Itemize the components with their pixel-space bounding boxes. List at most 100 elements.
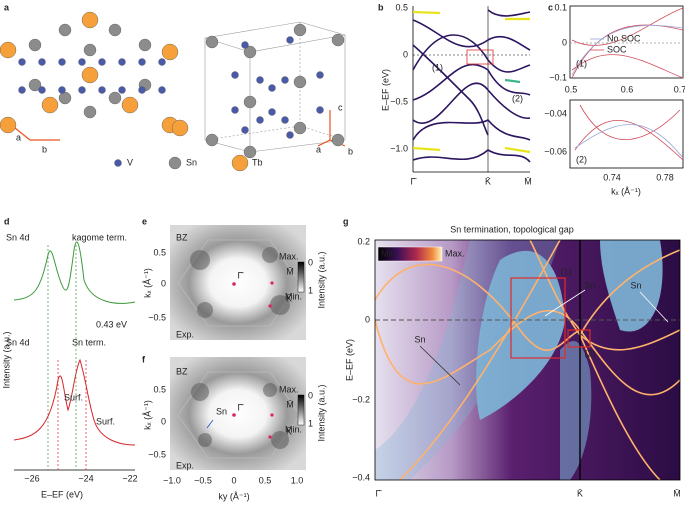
atom (268, 108, 276, 116)
x-ticks: −24 (78, 473, 93, 483)
tags: (1) (561, 266, 572, 276)
atom (138, 38, 152, 52)
y-ticks: 0.5 (395, 2, 408, 12)
upper-note: kagome term. (72, 232, 127, 242)
atom (281, 76, 289, 84)
atom (231, 71, 239, 79)
atom (171, 119, 189, 137)
top-x-ticks: 0.6 (621, 84, 634, 94)
label: d (4, 216, 10, 226)
atom (316, 71, 324, 79)
x-label: kₓ (Å⁻¹) (611, 186, 641, 196)
label: f (142, 354, 146, 364)
tags: (2) (512, 93, 523, 103)
x-ticks: −0.5 (194, 475, 212, 485)
x-ticks: −22 (122, 473, 137, 483)
atom (231, 106, 239, 114)
colorbar: Max. (445, 248, 465, 258)
colorbar: Max. (279, 384, 299, 394)
atom (114, 159, 122, 167)
atom (158, 86, 166, 94)
colorbar: Min. (285, 291, 302, 301)
points: Γ̄ (238, 270, 245, 280)
title: Sn termination, topological gap (450, 224, 574, 234)
atom (18, 58, 26, 66)
atom (78, 58, 86, 66)
tags: (1) (432, 62, 443, 72)
label: c (548, 2, 553, 12)
bottom-x-ticks: 0.74 (603, 172, 621, 182)
atom (98, 86, 106, 94)
atom (28, 38, 42, 52)
bottom-y-ticks: −0.06 (544, 146, 567, 156)
legend: SOC (607, 44, 627, 54)
colorbar: 0 (308, 257, 313, 267)
y-ticks: −0.5 (148, 312, 166, 322)
x-ticks: Γ̄ (376, 488, 383, 498)
atom (38, 58, 46, 66)
sn: Sn (630, 280, 641, 290)
bottom-x-ticks: 0.78 (656, 172, 674, 182)
colorbar: Max. (279, 251, 299, 261)
top-x-ticks: 0.7 (674, 84, 685, 94)
atom (98, 58, 106, 66)
axes: a (16, 132, 21, 142)
x-ticks: 1.0 (291, 475, 304, 485)
atom (205, 35, 219, 49)
x-ticks: M̄ (524, 176, 532, 186)
atom (256, 116, 264, 124)
y-ticks: 0 (161, 416, 166, 426)
top-y-ticks: −0.1 (549, 72, 567, 82)
atom (38, 86, 46, 94)
y-label: kₓ (Å⁻¹) (142, 268, 152, 298)
sn: Sn (414, 334, 425, 344)
bottom-y-ticks: −0.04 (544, 108, 567, 118)
x-ticks: −26 (24, 473, 39, 483)
colorbar: 1 (308, 285, 313, 295)
points: K̄ (286, 426, 292, 436)
upper-title: Sn 4d (6, 232, 30, 242)
atom (158, 58, 166, 66)
points: K̄ (286, 293, 292, 303)
bottom-tag: (2) (576, 154, 587, 164)
atom (286, 36, 294, 44)
atom (138, 86, 146, 94)
label: b (378, 2, 384, 12)
exp: Exp. (176, 460, 194, 470)
atom (138, 58, 146, 66)
atom (41, 96, 59, 114)
x-ticks: −1.0 (163, 475, 181, 485)
top-x-ticks: 0.5 (565, 84, 578, 94)
lower-note: Sn term. (72, 337, 106, 347)
atom (256, 76, 264, 84)
x-label: ky (Å⁻¹) (218, 491, 249, 501)
atom (83, 105, 97, 119)
x-label: E–EF (eV) (41, 489, 83, 499)
legend: V (127, 157, 133, 167)
surf: Surf. (64, 392, 83, 402)
top-y-ticks: 0.1 (554, 2, 567, 12)
atom (83, 43, 97, 57)
surf: Surf. (96, 416, 115, 426)
structure-cell (204, 21, 346, 153)
atom (205, 133, 219, 147)
axes: b (348, 146, 353, 156)
atom (331, 133, 345, 147)
atom (293, 75, 307, 89)
atom (118, 58, 126, 66)
atom (241, 41, 249, 49)
label: g (343, 216, 349, 226)
y-ticks: 0.5 (153, 247, 166, 257)
y-ticks: −0.5 (148, 449, 166, 459)
y-ticks: −0.5 (390, 96, 408, 106)
atoms (0, 11, 345, 172)
top-tag: (1) (576, 58, 587, 68)
y-ticks: −0.2 (352, 394, 370, 404)
atom (0, 116, 17, 134)
atom (293, 23, 307, 37)
top-y-ticks: 0 (562, 37, 567, 47)
colorbar: 1 (308, 418, 313, 428)
surface-spectral-function (375, 240, 680, 480)
atom (58, 58, 66, 66)
